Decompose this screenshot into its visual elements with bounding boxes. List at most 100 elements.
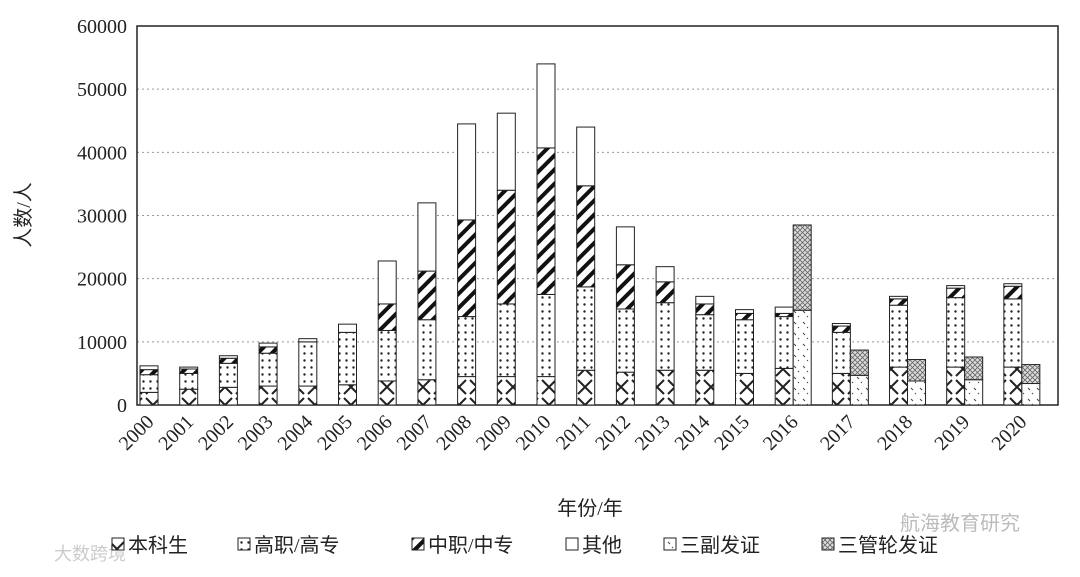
x-tick-label: 2009 (472, 411, 516, 455)
x-tick-label: 2018 (873, 411, 917, 455)
x-tick-label: 2010 (512, 411, 556, 455)
bar-segment (615, 371, 635, 406)
x-tick-label: 2015 (710, 411, 754, 455)
bar-segment (338, 384, 357, 406)
bar-segment (1003, 366, 1023, 406)
bar-segment (735, 309, 754, 314)
legend-label: 其他 (582, 534, 622, 557)
bar-segment (907, 359, 927, 382)
x-tick-label: 2008 (432, 411, 476, 455)
bar-segment (576, 185, 596, 288)
x-tick-label: 2020 (988, 411, 1032, 455)
x-tick-label: 2006 (353, 411, 397, 455)
bar-segment (695, 369, 715, 406)
x-tick-label: 2017 (816, 411, 860, 455)
bar-segment (377, 303, 397, 331)
bar-segment (258, 342, 278, 348)
x-tick-label: 2005 (313, 411, 357, 455)
bar-segment (457, 376, 477, 406)
bar-segment (576, 126, 596, 187)
y-tick-label: 20000 (77, 269, 127, 291)
bar-segment (1003, 285, 1023, 300)
bar-segment (735, 312, 754, 321)
bar-segment (576, 286, 596, 371)
bar-segment (179, 372, 199, 390)
bar-segment (536, 293, 556, 378)
bar-segment (179, 388, 199, 406)
bar-segment (417, 319, 437, 381)
bar-segment (889, 298, 909, 306)
bar-segment (377, 329, 397, 382)
bar-segment (536, 376, 556, 406)
bar-segment (831, 323, 851, 327)
bar-segment (179, 366, 199, 370)
bar-segment (139, 374, 159, 393)
plot-frame (136, 25, 1059, 406)
bar-segment (1003, 298, 1023, 368)
y-tick-label: 40000 (77, 142, 127, 164)
x-tick-label: 2003 (234, 411, 278, 455)
bar-segment (417, 202, 437, 272)
y-tick-label: 30000 (77, 206, 127, 228)
x-axis-title: 年份/年 (557, 497, 623, 520)
bar-segment (576, 369, 596, 406)
bar-segment (218, 362, 238, 388)
bar-segment (258, 352, 278, 387)
bar-segment (1021, 383, 1041, 406)
bar-segment (615, 226, 635, 266)
legend-label: 三管轮发证 (838, 534, 938, 557)
bar-segment (774, 316, 794, 369)
legend-swatch (111, 537, 125, 551)
x-tick-label: 2013 (631, 411, 675, 455)
bar-segment (536, 63, 556, 149)
bar-segment (496, 112, 516, 191)
bar-segment (774, 306, 794, 314)
x-tick-label: 2000 (115, 411, 159, 455)
legend-label: 三副发证 (680, 534, 760, 557)
bar-segment (139, 365, 159, 371)
bar-segment (735, 319, 754, 374)
legend-swatch (821, 537, 835, 551)
x-tick-label: 2011 (552, 411, 595, 454)
bar-segment (218, 357, 238, 364)
y-tick-label: 10000 (77, 332, 127, 354)
legend-label: 中职/中专 (428, 534, 514, 557)
y-tick-label: 0 (117, 395, 127, 417)
bar-segment (417, 379, 437, 406)
legend-label: 本科生 (128, 534, 188, 557)
bar-segment (496, 303, 516, 378)
bar-segment (831, 325, 851, 333)
bar-segment (946, 297, 966, 368)
bar-segment (695, 314, 715, 371)
bar-segment (536, 147, 556, 295)
bar-segment (792, 309, 812, 406)
bar-segment (139, 391, 159, 406)
bar-segment (849, 349, 869, 376)
bar-segment (139, 369, 159, 376)
bar-segment (298, 385, 318, 406)
bar-segment (889, 366, 909, 406)
bar-segment (946, 287, 966, 299)
y-tick-label: 50000 (77, 79, 127, 101)
bar-segment (457, 123, 477, 221)
bar-segment (946, 285, 966, 289)
bar-segment (298, 338, 318, 343)
bar-segment (695, 295, 715, 305)
bar-segment (655, 369, 675, 406)
bar-segment (338, 331, 357, 386)
bar-segment (457, 316, 477, 378)
watermark: 航海教育研究 (900, 512, 1020, 535)
bar-segment (849, 374, 869, 406)
bar-segment (457, 219, 477, 318)
bar-segment (964, 356, 984, 381)
bar-segment (774, 367, 794, 406)
watermark: 大数跨境 (54, 544, 126, 564)
x-tick-label: 2002 (194, 411, 238, 455)
bar-segment (964, 379, 984, 406)
bar-segment (496, 376, 516, 406)
x-tick-label: 2007 (393, 411, 437, 455)
legend-swatch (411, 537, 425, 551)
bar-segment (831, 331, 851, 374)
bar-segment (695, 303, 715, 316)
